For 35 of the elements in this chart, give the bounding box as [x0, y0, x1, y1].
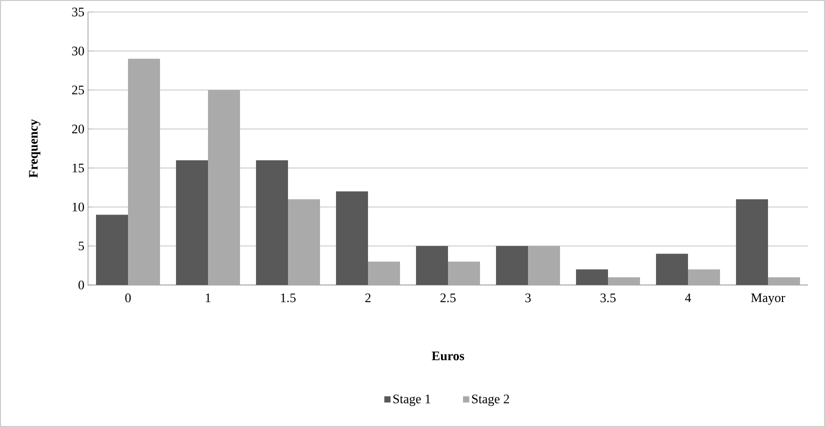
- bar: [96, 214, 128, 285]
- bar: [736, 199, 768, 285]
- legend-label: Stage 2: [472, 394, 510, 406]
- x-tick-label: 3: [525, 294, 531, 302]
- x-tick-label: Mayor: [751, 294, 786, 305]
- bar: [608, 277, 640, 285]
- bar: [256, 160, 288, 285]
- bar: [448, 262, 480, 285]
- bar: [416, 246, 448, 285]
- bar: [176, 160, 208, 285]
- x-axis-title: Euros: [432, 352, 464, 360]
- y-tick-label: 5: [78, 242, 84, 250]
- x-tick-label: 0: [125, 294, 131, 302]
- legend-label: Stage 1: [393, 394, 430, 406]
- bar: [688, 269, 720, 285]
- bar: [768, 277, 800, 285]
- x-tick-label: 3.5: [600, 294, 616, 302]
- bar: [576, 269, 608, 285]
- y-tick-label: 20: [72, 124, 84, 134]
- x-tick-label: 1: [206, 294, 210, 302]
- x-tick-label: 2: [365, 294, 371, 302]
- y-axis-title: Frequency: [29, 119, 40, 178]
- bar: [496, 246, 528, 285]
- bar: [656, 254, 688, 285]
- y-tick-label: 0: [78, 280, 84, 290]
- y-tick-label: 10: [72, 202, 84, 212]
- y-tick-label: 25: [72, 86, 84, 94]
- x-tick-label: 4: [685, 294, 692, 302]
- x-tick-label: 2.5: [440, 294, 456, 302]
- y-tick-label: 30: [72, 46, 84, 56]
- y-tick-label: 35: [72, 8, 84, 16]
- bar: [336, 191, 368, 285]
- y-tick-label: 15: [72, 164, 84, 172]
- bar: [368, 262, 400, 285]
- x-tick-label: 1.5: [281, 294, 296, 302]
